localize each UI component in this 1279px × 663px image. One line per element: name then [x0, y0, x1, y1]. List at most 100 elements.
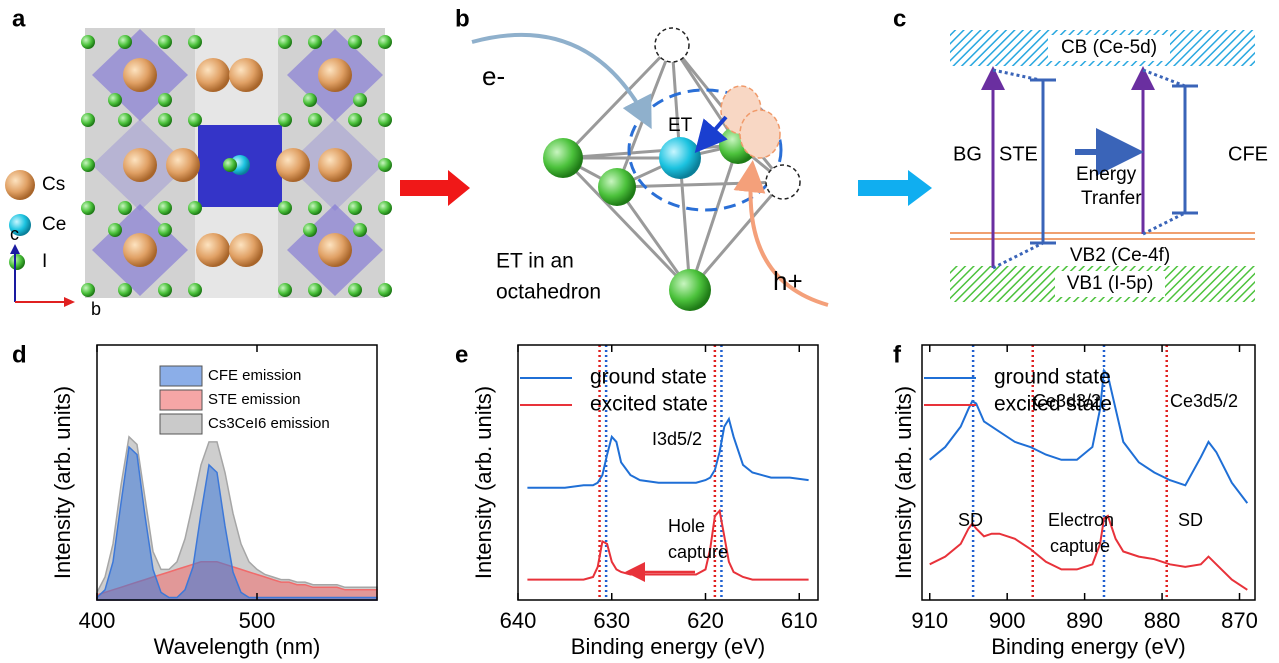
i-atom	[188, 113, 202, 127]
i-atom	[348, 283, 362, 297]
i-atom	[308, 201, 322, 215]
caption: ET in an	[496, 250, 574, 273]
panel-letter: b	[455, 5, 470, 32]
transition-label: BG	[953, 143, 982, 165]
x-axis-label: Wavelength (nm)	[154, 634, 321, 659]
panel-letter: e	[455, 341, 468, 368]
legend-text: CFE emission	[208, 367, 301, 384]
annotation: Ce3d3/2	[1033, 391, 1101, 411]
legend-text: ground state	[994, 366, 1111, 389]
i-atom	[348, 201, 362, 215]
axis-name: c	[10, 224, 19, 244]
caption: octahedron	[496, 281, 601, 304]
legend-swatch	[160, 366, 202, 386]
i-atom	[158, 201, 172, 215]
i-atom	[348, 35, 362, 49]
cs-atom	[229, 233, 263, 267]
i-atom	[81, 113, 95, 127]
legend-text: excited state	[590, 393, 708, 416]
annotation: capture	[668, 542, 728, 562]
i-atom	[118, 283, 132, 297]
x-tick-label: 620	[687, 608, 724, 633]
transition-label: CFE	[1228, 143, 1268, 165]
iodine	[543, 138, 583, 178]
x-tick-label: 500	[239, 608, 276, 633]
legend-text: I	[42, 251, 47, 272]
annotation: Electron	[1048, 510, 1114, 530]
i-atom	[378, 283, 392, 297]
legend-text: ground state	[590, 366, 707, 389]
annotation: SD	[1178, 510, 1203, 530]
i-atom	[278, 283, 292, 297]
i-atom	[348, 113, 362, 127]
i-atom	[223, 158, 237, 172]
cs-atom	[318, 58, 352, 92]
i-atom	[108, 223, 122, 237]
i-atom	[188, 35, 202, 49]
transition-label: STE	[999, 143, 1038, 165]
i-atom	[81, 283, 95, 297]
x-tick-label: 880	[1144, 608, 1181, 633]
figure: abcdefCsCeIcbe-ETET in anoctahedronh+CB …	[0, 0, 1279, 663]
axis-name: b	[91, 299, 101, 319]
panel-letter: a	[12, 5, 26, 32]
cs-atom	[196, 58, 230, 92]
legend-swatch	[160, 414, 202, 434]
iodine	[598, 168, 636, 206]
annotation: I3d5/2	[652, 429, 702, 449]
i-atom	[188, 283, 202, 297]
carrier: h+	[773, 266, 803, 296]
vacancy	[655, 28, 689, 62]
x-tick-label: 910	[911, 608, 948, 633]
cs-atom	[166, 148, 200, 182]
i-atom	[378, 158, 392, 172]
i-atom	[353, 93, 367, 107]
legend-i	[9, 254, 25, 270]
cerium	[659, 137, 701, 179]
band-label: VB2 (Ce-4f)	[1070, 245, 1170, 266]
cs-atom	[123, 233, 157, 267]
i-atom	[308, 35, 322, 49]
hole	[740, 110, 780, 158]
arrow	[400, 170, 470, 206]
panel-letter: d	[12, 341, 27, 368]
x-tick-label: 640	[500, 608, 537, 633]
carrier: e-	[482, 61, 505, 91]
legend-text: Cs3CeI6 emission	[208, 415, 330, 432]
i-atom	[353, 223, 367, 237]
i-atom	[108, 93, 122, 107]
cs-atom	[276, 148, 310, 182]
axis-arrow	[64, 297, 75, 307]
annotation: capture	[1050, 536, 1110, 556]
x-tick-label: 900	[989, 608, 1026, 633]
cs-atom	[196, 233, 230, 267]
transfer-label: Tranfer	[1081, 188, 1142, 209]
i-atom	[278, 113, 292, 127]
i-atom	[118, 113, 132, 127]
y-axis-label: Intensity (arb. units)	[891, 386, 916, 579]
panel-letter: c	[893, 5, 906, 32]
i-atom	[158, 113, 172, 127]
i-atom	[188, 201, 202, 215]
et-label: ET	[668, 115, 693, 136]
x-tick-label: 610	[781, 608, 818, 633]
cs-atom	[318, 233, 352, 267]
band-label: VB1 (I-5p)	[1067, 273, 1154, 294]
annotation: Ce3d5/2	[1170, 391, 1238, 411]
iodine	[669, 269, 711, 311]
i-atom	[158, 93, 172, 107]
i-atom	[81, 201, 95, 215]
x-axis-label: Binding energy (eV)	[991, 634, 1185, 659]
i-atom	[278, 35, 292, 49]
i-atom	[278, 201, 292, 215]
i-atom	[81, 35, 95, 49]
i-atom	[378, 35, 392, 49]
cs-atom	[123, 148, 157, 182]
cs-atom	[229, 58, 263, 92]
band-label: CB (Ce-5d)	[1061, 37, 1157, 58]
i-atom	[308, 283, 322, 297]
y-axis-label: Intensity (arb. units)	[471, 386, 496, 579]
x-tick-label: 630	[593, 608, 630, 633]
i-atom	[158, 223, 172, 237]
arrow	[858, 170, 932, 206]
